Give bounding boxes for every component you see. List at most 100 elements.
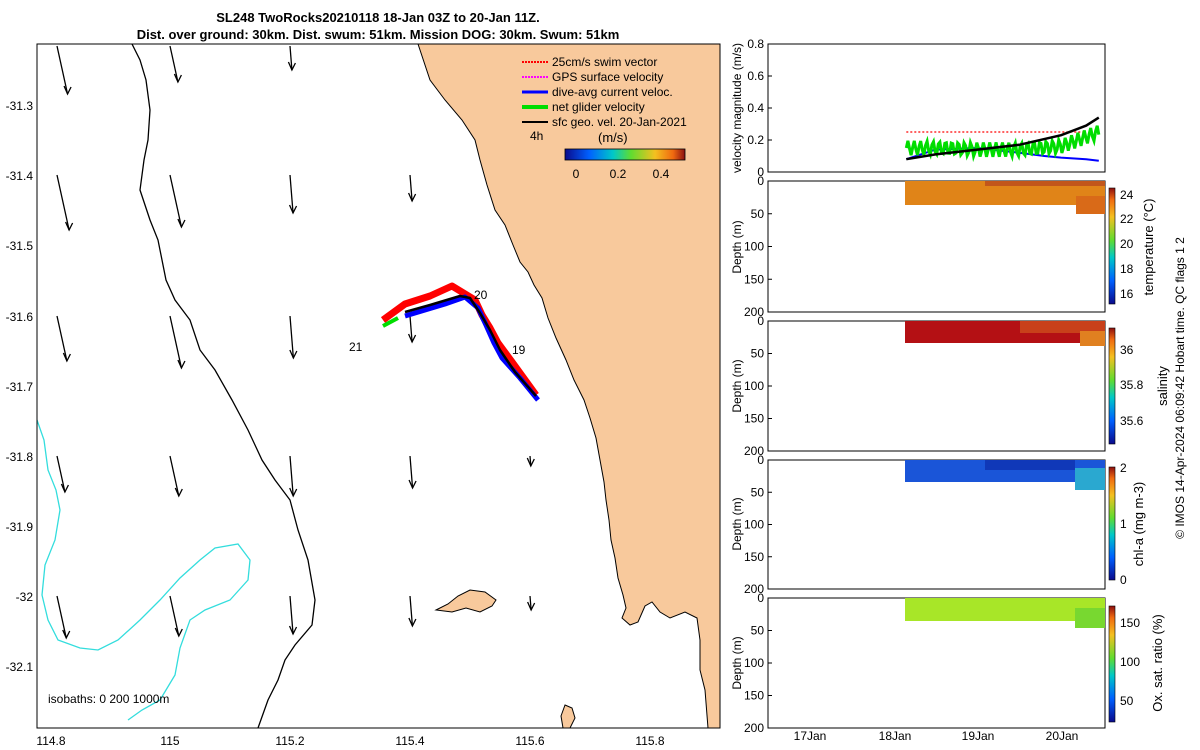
legend-label-net: net glider velocity <box>552 100 645 114</box>
date-axis: 17Jan 18Jan 19Jan 20Jan <box>794 729 1079 743</box>
geo-arrow-head <box>173 73 183 84</box>
salinity-cbar-label: salinity <box>1155 366 1170 406</box>
depth-tick: 150 <box>744 412 764 426</box>
depth-tick: 50 <box>751 485 765 499</box>
depth-tick: 50 <box>751 207 765 221</box>
geo-arrow <box>289 315 295 359</box>
salinity-cbar-tick: 35.6 <box>1120 414 1144 428</box>
velocity-y-tick: 0.2 <box>747 133 764 147</box>
date-tick: 18Jan <box>879 729 912 743</box>
chla-band-patch <box>985 460 1075 470</box>
legend-label-gps: GPS surface velocity <box>552 70 663 84</box>
speed-colorbar-tick: 0.2 <box>610 167 627 181</box>
speed-colorbar-tick: 0.4 <box>653 167 670 181</box>
geo-arrow <box>529 595 532 611</box>
depth-tick: 100 <box>744 656 764 670</box>
geo-arrow-head <box>60 483 70 494</box>
temperature-cbar-tick: 16 <box>1120 287 1134 301</box>
velocity-y-tick: 0.6 <box>747 69 764 83</box>
chla-panel: Depth (m) 2 1 0 chl-a (mg m-3) <box>730 459 1146 590</box>
map-y-tick: -31.8 <box>6 450 34 464</box>
geo-arrow <box>56 595 67 639</box>
map-y-tick: -31.7 <box>6 380 34 394</box>
velocity-y-ticks: 0 0.2 0.4 0.6 0.8 <box>747 37 772 179</box>
depth-tick: 100 <box>744 240 764 254</box>
geo-arrow-head <box>408 479 417 490</box>
depth-tick: 150 <box>744 550 764 564</box>
geo-arrow-head <box>526 457 535 468</box>
map-y-tick: -31.6 <box>6 310 34 324</box>
geo-arrow-head <box>65 221 74 232</box>
day-label-21: 21 <box>349 340 363 354</box>
geo-arrow-head <box>177 359 186 370</box>
geo-velocity-arrows <box>56 45 536 640</box>
chla-cbar-label: chl-a (mg m-3) <box>1131 482 1146 567</box>
geo-arrow-head <box>288 204 298 215</box>
geo-arrow <box>409 595 414 627</box>
geo-arrow-head <box>408 617 417 628</box>
geo-arrow-head <box>62 352 71 363</box>
geo-arrow <box>409 455 414 489</box>
salinity-band-end <box>1080 331 1105 346</box>
map-y-tick: -31.9 <box>6 520 34 534</box>
velocity-y-tick: 0.4 <box>747 101 764 115</box>
geo-arrow <box>289 455 294 497</box>
isobath-1000 <box>37 419 251 721</box>
temperature-cbar-tick: 20 <box>1120 237 1134 251</box>
geo-arrow-head <box>174 627 183 638</box>
geo-arrow-head <box>527 601 536 612</box>
salinity-panel: Depth (m) 36 35.8 35.6 salinity <box>730 320 1170 452</box>
temperature-band-top <box>985 181 1105 186</box>
isobath-200 <box>131 44 316 728</box>
geo-arrow <box>409 315 413 343</box>
geo-arrow-head <box>177 218 186 229</box>
oxygen-panel: Depth (m) 150 100 50 Ox. sat. ratio (%) <box>730 597 1165 729</box>
title-line-2: Dist. over ground: 30km. Dist. swum: 51k… <box>137 27 620 42</box>
temperature-band-end <box>1076 196 1105 214</box>
net-glider-start <box>382 316 399 328</box>
temperature-cbar-tick: 24 <box>1120 188 1134 202</box>
salinity-band-patch <box>1020 321 1105 333</box>
island <box>434 589 497 613</box>
geo-arrow-head <box>174 487 183 498</box>
temperature-y-label: Depth (m) <box>730 220 744 273</box>
oxygen-colorbar <box>1108 605 1116 723</box>
map-x-tick: 115.2 <box>275 734 304 748</box>
geo-arrow-head <box>289 349 298 360</box>
temperature-cbar-label: temperature (°C) <box>1141 199 1156 296</box>
isobaths-note: isobaths: 0 200 1000m <box>48 692 169 706</box>
title-line-1: SL248 TwoRocks20210118 18-Jan 03Z to 20-… <box>216 10 540 25</box>
map-panel: 20 19 21 isobaths: 0 200 1000m 114.8 115… <box>6 43 721 748</box>
geo-arrow <box>56 315 68 362</box>
geo-arrow <box>169 174 183 228</box>
geo-arrow <box>56 455 66 493</box>
depth-tick: 200 <box>744 444 764 458</box>
legend-label-dive-avg: dive-avg current veloc. <box>552 85 673 99</box>
geo-arrow <box>169 595 180 637</box>
map-x-tick: 115 <box>160 734 179 748</box>
salinity-colorbar <box>1108 327 1116 445</box>
depth-tick: 100 <box>744 379 764 393</box>
depth-ticks: 0501001502000501001502000501001502000501… <box>744 174 772 735</box>
geo-arrow <box>56 174 70 231</box>
velocity-y-tick: 0.8 <box>747 37 764 51</box>
scale-label-4h: 4h <box>530 129 543 143</box>
depth-tick: 150 <box>744 689 764 703</box>
geo-arrow <box>289 45 293 71</box>
map-frame <box>36 43 721 729</box>
geo-arrow <box>169 45 179 83</box>
map-x-tick: 114.8 <box>36 734 65 748</box>
temperature-colorbar <box>1108 187 1116 305</box>
salinity-cbar-tick: 35.8 <box>1120 378 1144 392</box>
depth-tick: 50 <box>751 624 765 638</box>
chla-colorbar <box>1108 466 1116 581</box>
velocity-series <box>904 116 1101 163</box>
geo-arrow-head <box>287 61 297 72</box>
oxygen-cbar-label: Ox. sat. ratio (%) <box>1150 614 1165 712</box>
speed-colorbar-tick: 0 <box>573 167 580 181</box>
temperature-cbar-tick: 22 <box>1120 212 1134 226</box>
chla-cbar-tick: 0 <box>1120 573 1127 587</box>
geo-arrow <box>289 174 294 214</box>
depth-tick: 0 <box>757 591 764 605</box>
